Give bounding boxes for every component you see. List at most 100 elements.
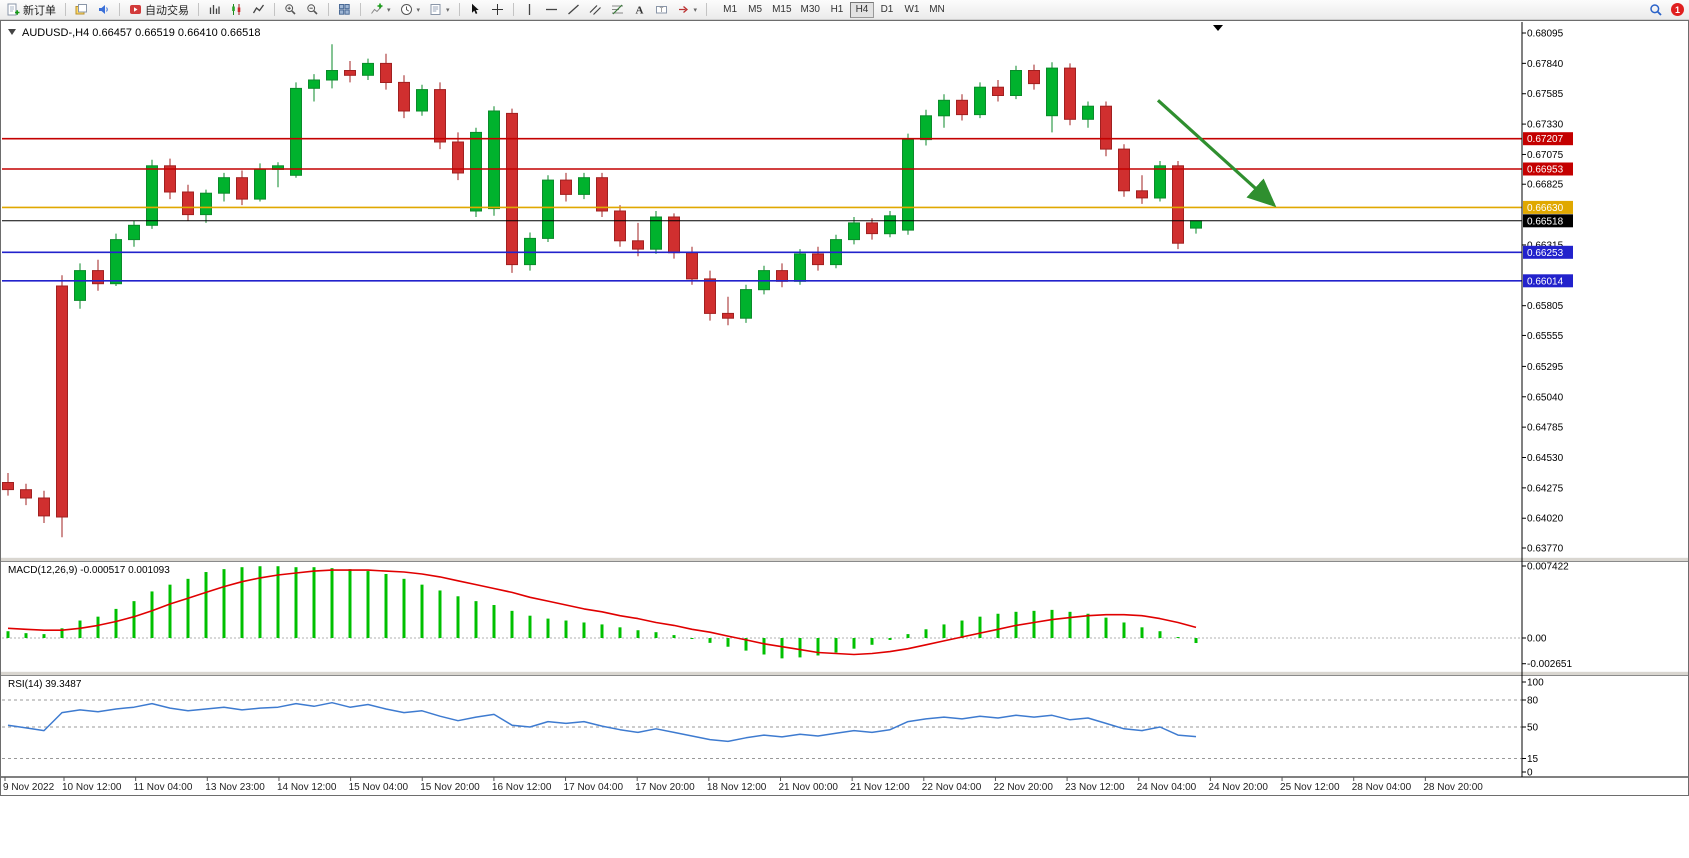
indicators-icon — [371, 3, 383, 14]
text-label-tool-button[interactable]: T — [651, 1, 672, 18]
notification-badge[interactable]: 1 — [1671, 3, 1684, 16]
cursor-button[interactable] — [465, 1, 486, 18]
arrow-tools-button[interactable]: ▾ — [673, 1, 702, 18]
candle-body — [1136, 190, 1148, 199]
new-order-button[interactable]: 新订单 — [3, 1, 60, 18]
price-axis-label: 0.65555 — [1527, 331, 1564, 342]
candles — [2, 44, 1202, 538]
macd-bar — [114, 608, 118, 638]
price-level-badge-label: 0.66014 — [1527, 276, 1564, 287]
chart-window: 0.68095 0.67840 0.67585 0.67330 0.67075 0.668… — [0, 20, 1689, 801]
periods-button[interactable]: ▾ — [396, 1, 425, 18]
macd-bar — [726, 638, 730, 647]
candlestick-chart-button[interactable] — [226, 1, 247, 18]
macd-bar — [816, 638, 820, 656]
symbol-dropdown-icon[interactable] — [8, 29, 16, 35]
toolbar-separator — [198, 3, 199, 16]
timeframe-button-d1[interactable]: D1 — [875, 2, 899, 18]
macd-bar — [96, 616, 100, 638]
candle-body — [992, 86, 1004, 96]
timeframe-button-m5[interactable]: M5 — [743, 2, 767, 18]
bar-chart-button[interactable] — [204, 1, 225, 18]
macd-bar — [1086, 613, 1090, 638]
text-tool-button[interactable]: A — [629, 1, 650, 18]
horizontal-line-tool-button[interactable] — [541, 1, 562, 18]
candle-body — [254, 168, 266, 200]
profiles-icon — [75, 4, 87, 15]
timeframe-button-h1[interactable]: H1 — [825, 2, 849, 18]
candle-body — [326, 70, 338, 81]
zoom-in-button[interactable] — [280, 1, 301, 18]
svg-text:A: A — [635, 5, 643, 17]
time-axis-label: 23 Nov 12:00 — [1065, 782, 1125, 793]
indicators-button[interactable]: ▾ — [366, 1, 395, 18]
candle-body — [974, 86, 986, 116]
macd-bar — [348, 569, 352, 638]
candle-body — [380, 62, 392, 84]
time-axis-label: 25 Nov 12:00 — [1280, 782, 1340, 793]
time-axis-label: 17 Nov 04:00 — [564, 782, 624, 793]
main-toolbar: 新订单 自动交易 — [0, 0, 1689, 20]
timeframe-button-m15[interactable]: M15 — [768, 2, 795, 18]
pane-splitter[interactable] — [0, 671, 1689, 676]
chart-background — [0, 20, 1689, 796]
horizontal-line-icon — [545, 8, 557, 11]
rsi-scale-label: 15 — [1527, 754, 1539, 765]
candle-body — [218, 177, 230, 194]
speaker-icon — [99, 5, 108, 14]
price-chart-canvas[interactable]: 0.68095 0.67840 0.67585 0.67330 0.67075 0.668… — [0, 20, 1689, 796]
dropdown-arrow-icon: ▾ — [693, 6, 698, 14]
macd-bar — [492, 605, 496, 638]
price-axis-label: 0.67585 — [1527, 89, 1564, 100]
candle-body — [38, 497, 50, 517]
price-level-badge — [1523, 200, 1573, 214]
timeframe-button-mn[interactable]: MN — [925, 2, 949, 18]
chart-shift-marker[interactable] — [1213, 25, 1223, 31]
timeframe-button-m1[interactable]: M1 — [718, 2, 742, 18]
candle-body — [398, 81, 410, 112]
trendline-tool-button[interactable] — [563, 1, 584, 18]
toolbar-separator — [458, 3, 460, 16]
profiles-button[interactable] — [71, 1, 92, 18]
price-axis-label: 0.63770 — [1527, 543, 1564, 554]
templates-button[interactable]: ▾ — [425, 1, 454, 18]
alerts-button[interactable] — [93, 1, 114, 18]
timeframe-button-m30[interactable]: M30 — [797, 2, 824, 18]
macd-bar — [240, 567, 244, 638]
candle-body — [1082, 105, 1094, 120]
trend-arrow-annotation[interactable] — [1156, 99, 1277, 208]
line-chart-button[interactable] — [248, 1, 269, 18]
pane-splitter[interactable] — [0, 557, 1689, 562]
candle-body — [884, 215, 896, 235]
price-level-badge-label: 0.66253 — [1527, 248, 1564, 259]
svg-text:T: T — [659, 8, 663, 14]
time-axis-label: 21 Nov 00:00 — [779, 782, 839, 793]
vertical-line-tool-button[interactable] — [519, 1, 540, 18]
search-icon — [1650, 3, 1662, 16]
candle-body — [722, 312, 734, 319]
zoom-out-button[interactable] — [302, 1, 323, 18]
timeframe-button-h4[interactable]: H4 — [849, 1, 874, 18]
candle-body — [434, 89, 446, 143]
macd-bar — [24, 633, 28, 638]
macd-bar — [438, 590, 442, 638]
autotrading-button[interactable]: 自动交易 — [125, 1, 193, 18]
candle-body — [362, 62, 374, 76]
rsi-scale-label: 100 — [1527, 678, 1544, 689]
macd-scale-label: -0.002651 — [1527, 659, 1572, 670]
macd-histogram — [6, 566, 1198, 659]
toolbar-separator — [360, 3, 361, 16]
crosshair-button[interactable] — [487, 1, 508, 18]
macd-bar — [546, 618, 550, 638]
tile-windows-button[interactable] — [334, 1, 355, 18]
macd-bar — [798, 638, 802, 658]
channel-tool-button[interactable] — [585, 1, 606, 18]
price-level-badge-label: 0.66953 — [1527, 164, 1564, 175]
search-button[interactable] — [1645, 1, 1667, 18]
fibonacci-tool-button[interactable] — [607, 1, 628, 18]
time-axis-label: 15 Nov 20:00 — [420, 782, 480, 793]
tile-windows-icon — [339, 4, 350, 15]
timeframe-button-w1[interactable]: W1 — [900, 2, 924, 18]
price-axis-label: 0.67840 — [1527, 59, 1564, 70]
price-axis-label: 0.65040 — [1527, 392, 1564, 403]
